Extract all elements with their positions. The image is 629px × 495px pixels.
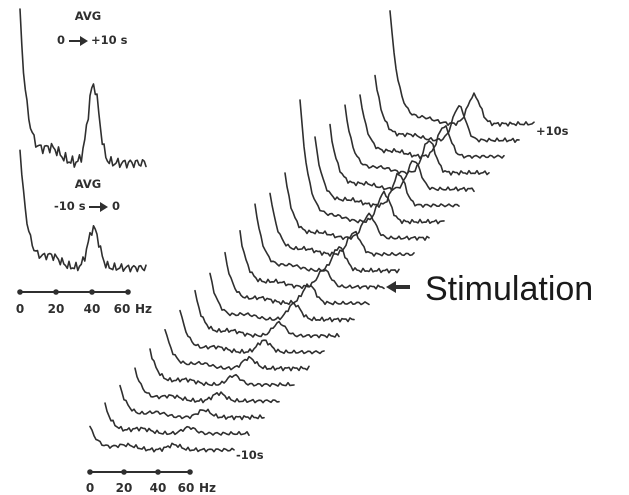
- waterfall-trace: [209, 272, 355, 323]
- waterfall-trace: [269, 192, 415, 257]
- bottom-axis-tick-dot: [155, 469, 161, 475]
- waterfall-trace: [164, 329, 310, 372]
- waterfall-trace: [314, 136, 460, 208]
- waterfall-trace: [254, 203, 400, 274]
- waterfall-trace: [284, 172, 430, 241]
- avg-after-panel: AVG 0 +10 s: [57, 9, 128, 47]
- left-axis-tick-label: 20: [48, 302, 65, 316]
- bottom-axis-tick-label: 0: [86, 481, 94, 495]
- waterfall-trace: [299, 99, 445, 225]
- trace-layer: [19, 8, 535, 453]
- avg-after-arrow-icon: [69, 36, 88, 46]
- waterfall-trace: [134, 367, 280, 404]
- avg-before-title: AVG: [75, 177, 101, 191]
- left-axis-unit: Hz: [135, 302, 152, 316]
- left-axis-tick-dot: [89, 289, 95, 295]
- bottom-axis-tick-label: 40: [150, 481, 167, 495]
- left-axis-tick-label: 40: [84, 302, 101, 316]
- bottom-axis-unit: Hz: [199, 481, 216, 495]
- bottom-axis-tick-label: 60: [178, 481, 195, 495]
- waterfall-trace: [224, 251, 370, 306]
- left-frequency-axis: 0 20 40 60 Hz: [16, 289, 152, 316]
- waterfall-trace: [359, 94, 505, 160]
- avg-before-arrow-icon: [89, 202, 108, 212]
- waterfall-trace: [104, 402, 250, 436]
- bottom-axis-tick-dot: [187, 469, 193, 475]
- waterfall-trace: [329, 123, 475, 193]
- left-axis-tick-dot: [17, 289, 23, 295]
- bottom-axis-tick-label: 20: [116, 481, 133, 495]
- waterfall-trace: [374, 74, 520, 143]
- waterfall-trace: [149, 348, 295, 388]
- avg-after-title: AVG: [75, 9, 101, 23]
- left-axis-tick-label: 60: [114, 302, 131, 316]
- avg-before-to: 0: [112, 199, 120, 213]
- avg-after-trace: [19, 8, 147, 169]
- avg-after-from: 0: [57, 33, 65, 47]
- waterfall-trace: [119, 384, 265, 421]
- avg-before-trace: [19, 149, 147, 273]
- waterfall-trace: [389, 10, 535, 127]
- stimulation-label: Stimulation: [425, 270, 593, 308]
- left-axis-tick-dot: [53, 289, 59, 295]
- waterfall-trace: [89, 425, 235, 453]
- avg-before-from: -10 s: [54, 199, 86, 213]
- waterfall-trace: [344, 104, 490, 176]
- avg-after-to: +10 s: [91, 33, 128, 47]
- avg-before-panel: AVG -10 s 0: [54, 177, 120, 213]
- start-time-label: -10s: [236, 448, 264, 462]
- bottom-frequency-axis: 0 20 40 60 Hz: [86, 469, 216, 495]
- stimulation-annotation: Stimulation: [386, 270, 593, 308]
- end-time-label: +10s: [536, 124, 569, 138]
- left-axis-tick-dot: [125, 289, 131, 295]
- bottom-axis-tick-dot: [87, 469, 93, 475]
- waterfall-trace: [239, 230, 385, 290]
- left-axis-tick-label: 0: [16, 302, 24, 316]
- waterfall-trace: [194, 289, 340, 339]
- stimulation-arrow-icon: [386, 281, 410, 293]
- waterfall-trace: [179, 309, 325, 355]
- bottom-axis-tick-dot: [121, 469, 127, 475]
